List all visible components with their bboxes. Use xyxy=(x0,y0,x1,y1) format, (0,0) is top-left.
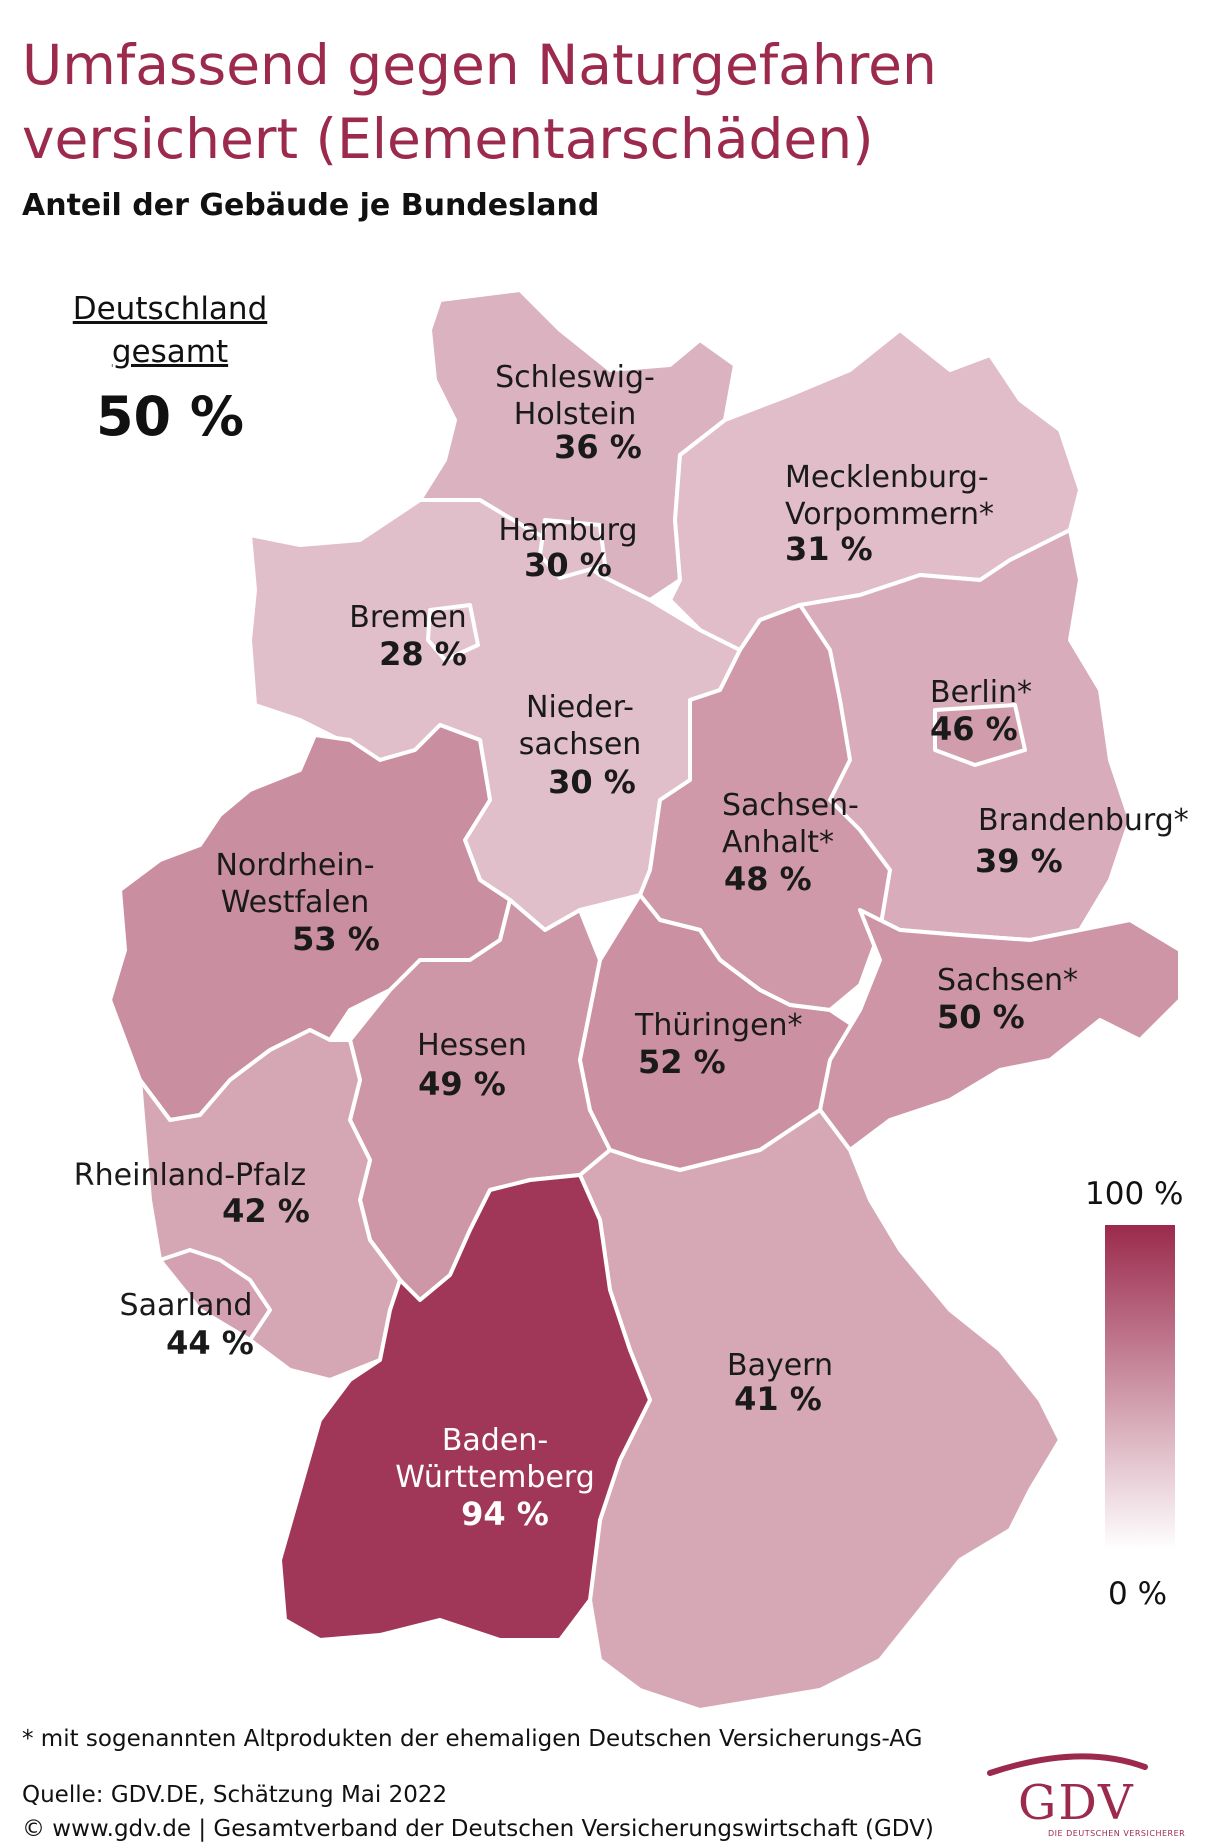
region-value-niedersachsen: 30 % xyxy=(548,763,636,801)
region-name-mecklenburg-vorpommern-line-1: Mecklenburg- xyxy=(785,460,989,495)
region-name-mecklenburg-vorpommern-line-2: Vorpommern* xyxy=(785,497,994,532)
germany-total-label-line-1: Deutschland xyxy=(72,291,268,327)
region-berlin xyxy=(933,703,1027,767)
region-name-saarland: Saarland xyxy=(120,1288,253,1323)
region-schleswig-holstein xyxy=(418,288,737,602)
region-saarland xyxy=(158,1248,272,1342)
title-line-2: versichert (Elementarschäden) xyxy=(22,107,874,171)
region-value-nordrhein-westfalen: 53 % xyxy=(292,920,380,958)
region-sachsen-anhalt xyxy=(638,603,892,1012)
region-value-baden-wuerttemberg: 94 % xyxy=(461,1495,549,1533)
region-value-bayern: 41 % xyxy=(734,1380,822,1418)
region-name-rheinland-pfalz: Rheinland-Pfalz xyxy=(74,1158,306,1193)
region-value-rheinland-pfalz: 42 % xyxy=(222,1192,310,1230)
gdv-logo-subtext: DIE DEUTSCHEN VERSICHERER xyxy=(1048,1829,1186,1838)
region-value-sachsen: 50 % xyxy=(937,998,1025,1036)
region-name-bremen: Bremen xyxy=(349,600,466,635)
gdv-logo-icon xyxy=(987,1753,1148,1776)
region-name-sachsen-anhalt-line-2: Anhalt* xyxy=(722,825,834,860)
region-name-sachsen: Sachsen* xyxy=(937,963,1078,998)
region-name-schleswig-holstein-line-1: Schleswig- xyxy=(495,360,655,395)
region-name-schleswig-holstein-line-2: Holstein xyxy=(514,397,636,432)
region-value-schleswig-holstein: 36 % xyxy=(554,428,642,466)
region-name-nordrhein-westfalen-line-1: Nordrhein- xyxy=(215,848,374,883)
germany-total-value: 50 % xyxy=(95,385,245,448)
region-name-sachsen-anhalt-line-1: Sachsen- xyxy=(722,788,859,823)
footnote: * mit sogenannten Altprodukten der ehema… xyxy=(22,1726,923,1752)
region-name-hamburg: Hamburg xyxy=(498,513,637,548)
region-value-mecklenburg-vorpommern: 31 % xyxy=(785,530,873,568)
title-line-1: Umfassend gegen Naturgefahren xyxy=(22,33,937,97)
legend-max-label: 100 % xyxy=(1085,1176,1184,1212)
region-name-brandenburg: Brandenburg* xyxy=(978,803,1189,838)
region-name-niedersachsen-line-2: sachsen xyxy=(519,727,642,762)
chart-subtitle: Anteil der Gebäude je Bundesland xyxy=(22,188,600,223)
germany-total-label: Deutschland gesamt xyxy=(60,288,280,374)
legend-color-scale xyxy=(1105,1225,1175,1550)
region-bremen xyxy=(426,603,480,662)
region-name-niedersachsen-line-1: Nieder- xyxy=(526,690,634,725)
source-line-1: Quelle: GDV.DE, Schätzung Mai 2022 xyxy=(22,1782,448,1808)
region-value-bremen: 28 % xyxy=(379,635,467,673)
region-name-hessen: Hessen xyxy=(417,1028,527,1063)
region-value-thueringen: 52 % xyxy=(638,1043,726,1081)
region-name-baden-wuerttemberg-line-2: Württemberg xyxy=(395,1460,595,1495)
source-line-2: © www.gdv.de | Gesamtverband der Deutsch… xyxy=(22,1816,934,1842)
region-value-hessen: 49 % xyxy=(418,1065,506,1103)
region-sachsen xyxy=(818,908,1182,1152)
region-value-brandenburg: 39 % xyxy=(975,842,1063,880)
germany-total-label-line-2: gesamt xyxy=(111,334,229,370)
gdv-logo-text: GDV xyxy=(1018,1775,1135,1831)
region-value-berlin: 46 % xyxy=(930,710,1018,748)
region-baden-wuerttemberg xyxy=(278,1173,652,1642)
region-value-sachsen-anhalt: 48 % xyxy=(724,860,812,898)
region-hamburg xyxy=(538,518,607,580)
region-name-berlin: Berlin* xyxy=(930,675,1032,710)
region-name-thueringen: Thüringen* xyxy=(634,1008,803,1043)
region-value-hamburg: 30 % xyxy=(524,546,612,584)
legend-min-label: 0 % xyxy=(1108,1576,1168,1612)
region-value-saarland: 44 % xyxy=(166,1324,254,1362)
chart-title: Umfassend gegen Naturgefahren versichert… xyxy=(22,28,1022,176)
region-name-nordrhein-westfalen-line-2: Westfalen xyxy=(221,885,370,920)
region-name-baden-wuerttemberg-line-1: Baden- xyxy=(442,1423,548,1458)
source-block: Quelle: GDV.DE, Schätzung Mai 2022 © www… xyxy=(22,1778,934,1846)
region-shapes xyxy=(108,288,1182,1712)
region-name-bayern: Bayern xyxy=(727,1348,833,1383)
